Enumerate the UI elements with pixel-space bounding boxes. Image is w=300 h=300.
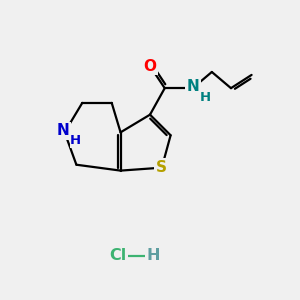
- Text: S: S: [156, 160, 167, 175]
- Text: H: H: [200, 91, 211, 104]
- Text: H: H: [70, 134, 81, 147]
- Text: N: N: [57, 123, 70, 138]
- Text: H: H: [146, 248, 160, 263]
- Text: N: N: [186, 79, 199, 94]
- Text: O: O: [143, 58, 157, 74]
- Text: Cl: Cl: [109, 248, 126, 263]
